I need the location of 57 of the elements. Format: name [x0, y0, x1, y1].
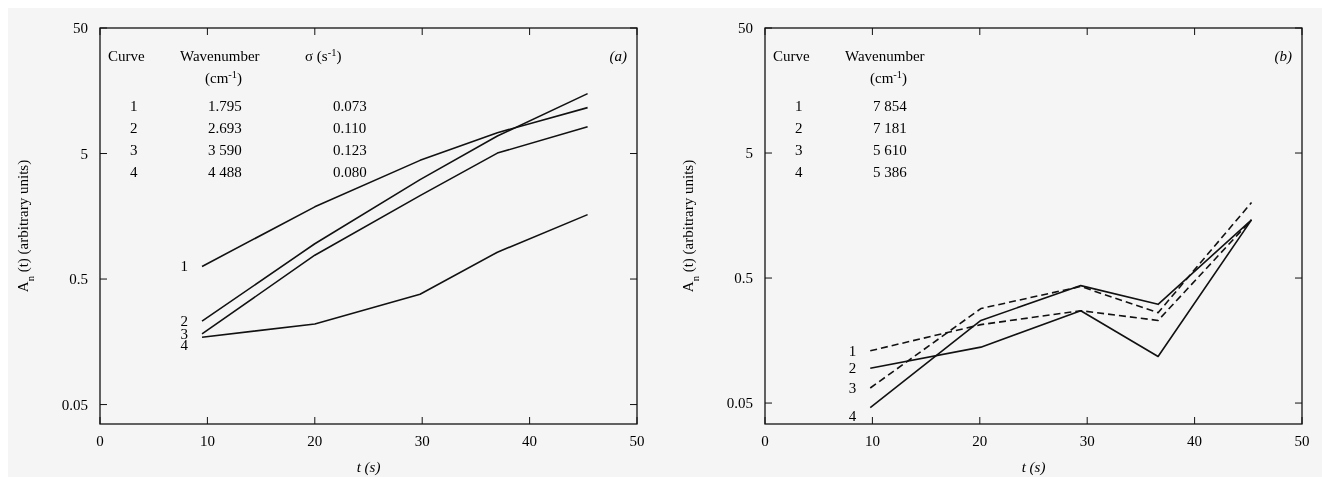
x-tick-label: 50 — [629, 433, 645, 449]
annotation: 2 — [130, 120, 138, 136]
annotation: 3 — [795, 142, 803, 158]
annotation: 4 488 — [208, 164, 242, 180]
annotation: 1 — [795, 98, 803, 114]
annotation: Wavenumber (cm$^{-1}$) — [180, 48, 260, 87]
annotation: 0.080 — [333, 164, 367, 180]
y-tick-label: 5 — [745, 145, 753, 162]
annotation: 1 — [130, 98, 138, 114]
annotation: Wavenumber (cm$^{-1}$) — [845, 48, 925, 87]
annotation: 0.123 — [333, 142, 367, 158]
annotation: 7 854 — [873, 98, 908, 114]
annotation: 4 — [130, 164, 138, 180]
x-axis-title: t (s) — [1021, 459, 1046, 476]
annotation: 0.073 — [333, 98, 367, 114]
x-tick-label: 20 — [307, 433, 323, 449]
x-tick-label: 40 — [522, 433, 538, 449]
x-tick-label: 0 — [761, 433, 769, 449]
y-tick-label: 5 — [80, 145, 88, 162]
y-tick-label: 50 — [738, 20, 753, 36]
series-label: 1 — [180, 258, 189, 275]
annotation: σ (s$^{-1}$) — [305, 46, 342, 65]
y-tick-label: 0.5 — [734, 270, 753, 287]
x-tick-label: 30 — [414, 433, 430, 449]
annotation: Curve — [108, 48, 145, 64]
annotation: 4 — [795, 164, 803, 180]
annotation: 2 — [795, 120, 803, 136]
y-tick-label: 0.05 — [726, 395, 753, 412]
x-tick-label: 20 — [972, 433, 988, 449]
text: (b) — [1274, 48, 1292, 65]
annotation: 7 181 — [873, 120, 907, 136]
series-label: 2 — [180, 313, 189, 330]
line-series — [201, 125, 589, 335]
y-tick-label: 0.05 — [61, 396, 88, 413]
series-label: 4 — [848, 407, 857, 424]
annotation: 1.795 — [208, 98, 242, 114]
annotation: 5 610 — [873, 142, 907, 158]
x-tick-label: 10 — [199, 433, 215, 449]
x-tick-label: 50 — [1294, 433, 1310, 449]
annotation: Curve — [773, 48, 810, 64]
annotation: 5 386 — [873, 164, 908, 180]
x-tick-label: 40 — [1187, 433, 1203, 449]
annotation: 3 — [130, 142, 138, 158]
annotation: 2.693 — [208, 120, 242, 136]
line-series — [201, 92, 589, 322]
y-tick-label: 50 — [73, 20, 88, 36]
y-tick-label: 0.5 — [69, 271, 88, 288]
x-tick-label: 10 — [864, 433, 880, 449]
annotation: 3 590 — [208, 142, 242, 158]
series-label: 3 — [848, 379, 857, 396]
series-label: 1 — [848, 342, 857, 359]
x-tick-label: 0 — [96, 433, 104, 449]
annotation: 0.110 — [333, 120, 367, 136]
series-label: 2 — [848, 360, 857, 377]
x-tick-label: 30 — [1079, 433, 1095, 449]
x-axis-title: t (s) — [356, 459, 381, 476]
text: (a) — [609, 48, 627, 65]
